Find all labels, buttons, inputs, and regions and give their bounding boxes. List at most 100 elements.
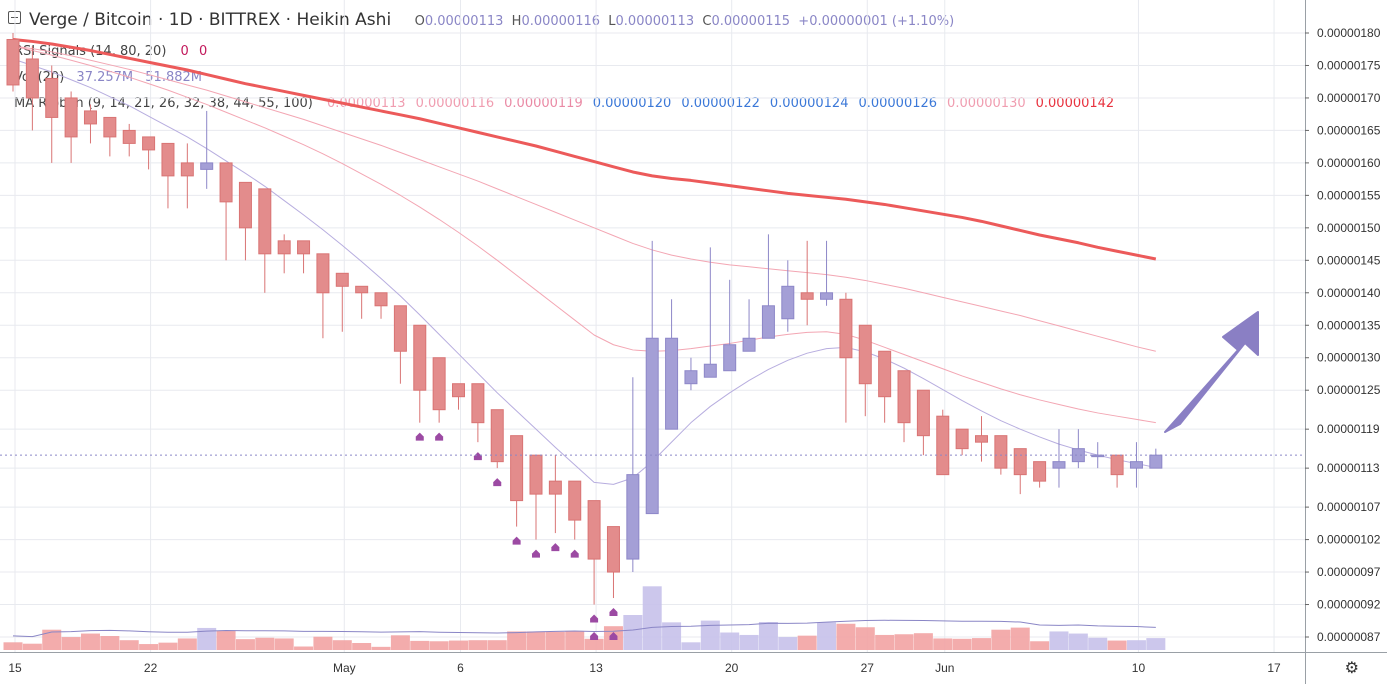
candle-body[interactable] — [238, 181, 252, 229]
volume-bar — [3, 642, 23, 650]
ma-ribbon-value: 0.00000119 — [504, 96, 583, 111]
candle-body[interactable] — [6, 38, 20, 86]
candle-body[interactable] — [878, 350, 892, 398]
candle-body[interactable] — [684, 370, 698, 385]
rsi-signal-marker — [435, 432, 444, 441]
candle-body[interactable] — [606, 526, 620, 573]
candle-body[interactable] — [781, 285, 795, 320]
candle-body[interactable] — [258, 188, 272, 255]
candle-body[interactable] — [1149, 454, 1163, 469]
volume-bar — [894, 634, 914, 650]
candle-body[interactable] — [626, 474, 640, 560]
time-tick-label: 22 — [144, 661, 158, 675]
candle-body[interactable] — [1110, 454, 1124, 476]
candle-body[interactable] — [820, 292, 834, 300]
price-tick-label: 0.00000175 — [1317, 58, 1381, 72]
candle-body[interactable] — [548, 480, 562, 495]
candle-body[interactable] — [316, 253, 330, 294]
candle-body[interactable] — [413, 324, 427, 391]
candle-body[interactable] — [393, 305, 407, 352]
candle-body[interactable] — [471, 383, 485, 424]
candle-body[interactable] — [703, 363, 717, 378]
candle-body[interactable] — [142, 136, 156, 151]
candle-body[interactable] — [103, 116, 117, 138]
candle-body[interactable] — [529, 454, 543, 495]
volume-bar — [1049, 631, 1069, 650]
candle-body[interactable] — [568, 480, 582, 521]
interval-label[interactable]: 1D — [168, 10, 193, 30]
candle-body[interactable] — [1052, 461, 1066, 469]
candle-body[interactable] — [916, 389, 930, 437]
candle-body[interactable] — [897, 370, 911, 424]
ma55-line — [12, 45, 1156, 352]
ma9-line — [12, 58, 1156, 485]
candle-body[interactable] — [723, 344, 737, 372]
candle-body[interactable] — [994, 435, 1008, 469]
ma-ribbon-value: 0.00000113 — [327, 96, 406, 111]
candle-body[interactable] — [761, 305, 775, 339]
ma-ribbon-value: 0.00000122 — [681, 96, 760, 111]
rsi-signal-marker — [570, 549, 579, 558]
time-tick-label: 20 — [725, 661, 739, 675]
candle-body[interactable] — [858, 324, 872, 385]
volume-bar — [1088, 637, 1108, 650]
candle-body[interactable] — [587, 500, 601, 560]
candle-body[interactable] — [839, 298, 853, 359]
candle-body[interactable] — [800, 292, 814, 300]
volume-bar — [855, 627, 875, 650]
candle-body[interactable] — [25, 58, 39, 99]
volume-bar — [875, 634, 895, 650]
volume-bar — [642, 586, 662, 650]
price-tick-label: 0.00000150 — [1317, 221, 1381, 235]
candle-body[interactable] — [219, 162, 233, 203]
candle-body[interactable] — [277, 240, 291, 255]
candle-body[interactable] — [200, 162, 214, 170]
annotation-arrow[interactable] — [1164, 311, 1259, 433]
volume-bar — [507, 631, 527, 650]
candle-body[interactable] — [335, 272, 349, 287]
candle-body[interactable] — [374, 292, 388, 307]
gear-icon[interactable]: ⚙ — [1344, 660, 1359, 677]
candle-body[interactable] — [955, 428, 969, 450]
candle-body[interactable] — [645, 337, 659, 515]
volume-bar — [158, 642, 178, 650]
price-tick-label: 0.00000135 — [1317, 318, 1381, 332]
candle-body[interactable] — [122, 129, 136, 144]
candle-body[interactable] — [1033, 461, 1047, 482]
candle-body[interactable] — [510, 435, 524, 502]
candle-body[interactable] — [665, 337, 679, 430]
volume-bar — [565, 631, 585, 650]
candle-body[interactable] — [1013, 448, 1027, 476]
candle-body[interactable] — [452, 383, 466, 398]
candle-body[interactable] — [975, 435, 988, 443]
candle-body[interactable] — [936, 415, 950, 476]
exchange-label: BITTREX — [208, 10, 281, 30]
volume-bar — [1126, 640, 1146, 650]
candle-body[interactable] — [490, 409, 504, 463]
time-tick-label: 15 — [8, 661, 22, 675]
candle-body[interactable] — [1091, 454, 1105, 458]
candle-body[interactable] — [1129, 461, 1143, 469]
volume-bar — [700, 620, 720, 650]
price-tick-label: 0.00000113 — [1317, 461, 1380, 475]
volume-bar — [662, 622, 682, 650]
candle-body[interactable] — [742, 337, 756, 352]
candle-body[interactable] — [180, 162, 194, 177]
candle-body[interactable] — [64, 97, 78, 138]
candle-body[interactable] — [161, 142, 175, 177]
candle-body[interactable] — [297, 240, 311, 255]
symbol-title[interactable]: Verge / Bitcoin — [29, 10, 153, 30]
candle-body[interactable] — [83, 110, 97, 125]
volume-bar — [235, 639, 255, 650]
volume-bar — [100, 636, 120, 650]
price-tick-label: 0.00000160 — [1317, 156, 1381, 170]
ma100-line — [12, 38, 1157, 261]
candle-body[interactable] — [355, 285, 369, 294]
candle-body[interactable] — [45, 77, 59, 118]
open-value: 0.00000113 — [424, 14, 504, 29]
candle-body[interactable] — [1071, 448, 1085, 463]
candle-body[interactable] — [432, 357, 446, 411]
time-tick-label: 17 — [1267, 661, 1281, 675]
rsi-signal-marker — [551, 543, 560, 552]
